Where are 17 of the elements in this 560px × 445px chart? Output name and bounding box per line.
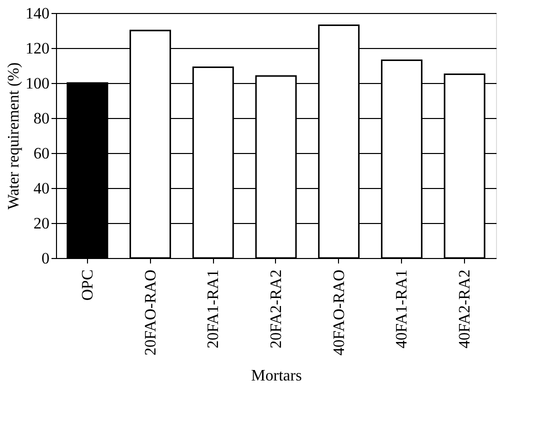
y-tick-label: 100 [26, 76, 50, 92]
x-tick-label: 40FA1-RA1 [394, 270, 411, 348]
y-tick-label: 80 [34, 110, 50, 128]
y-tick-label: 20 [34, 216, 50, 232]
x-tick-label: 40FA2-RA2 [456, 270, 474, 348]
x-tick-label: 20FAO-RAO [142, 270, 160, 356]
x-tick-label: 40FAO-RAO [330, 270, 348, 356]
y-tick-label: 0 [42, 250, 50, 268]
y-tick-label: 60 [34, 146, 50, 162]
x-tick-label: 20FA1-RA1 [205, 270, 222, 348]
y-axis-title: Water requirement (%) [6, 62, 22, 210]
x-tick-label: 20FA2-RA2 [268, 270, 285, 348]
y-tick-label: 40 [34, 180, 50, 198]
x-axis-title: Mortars [251, 367, 302, 384]
y-tick-label: 140 [26, 6, 50, 22]
x-tick-label: OPC [79, 270, 96, 301]
y-tick-label: 120 [26, 40, 50, 58]
